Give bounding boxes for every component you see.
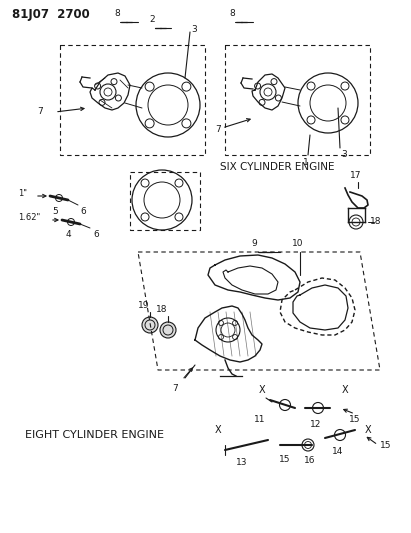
Text: 17: 17 — [350, 171, 362, 180]
Text: 10: 10 — [292, 239, 304, 248]
Text: 3: 3 — [341, 150, 347, 159]
Text: 2: 2 — [149, 15, 155, 24]
Text: X: X — [342, 385, 348, 395]
Text: 3: 3 — [191, 26, 197, 35]
Text: 6: 6 — [93, 230, 99, 239]
Text: 4: 4 — [65, 230, 71, 239]
Text: X: X — [259, 385, 266, 395]
Text: 7: 7 — [215, 125, 221, 134]
Text: 12: 12 — [310, 420, 322, 429]
Text: 13: 13 — [236, 458, 248, 467]
Text: 6: 6 — [80, 207, 86, 216]
Text: 1": 1" — [18, 190, 27, 198]
Text: 5: 5 — [52, 207, 58, 216]
Text: 81J07  2700: 81J07 2700 — [12, 8, 90, 21]
Text: 15: 15 — [349, 415, 361, 424]
Text: 8: 8 — [229, 9, 235, 18]
Text: 15: 15 — [380, 440, 392, 449]
Circle shape — [160, 322, 176, 338]
Text: 9: 9 — [251, 239, 257, 248]
Text: 16: 16 — [304, 456, 316, 465]
Text: 19: 19 — [138, 301, 150, 310]
Text: 7: 7 — [172, 384, 178, 393]
Text: 18: 18 — [156, 305, 168, 314]
Circle shape — [142, 317, 158, 333]
Text: 14: 14 — [332, 447, 344, 456]
Text: SIX CYLINDER ENGINE: SIX CYLINDER ENGINE — [220, 162, 335, 172]
Text: EIGHT CYLINDER ENGINE: EIGHT CYLINDER ENGINE — [25, 430, 164, 440]
Text: 15: 15 — [279, 455, 291, 464]
Text: 1.62": 1.62" — [18, 214, 40, 222]
Text: 11: 11 — [254, 415, 266, 424]
Text: 8: 8 — [114, 9, 120, 18]
Text: X: X — [215, 425, 221, 435]
Text: 7: 7 — [37, 108, 43, 117]
Text: X: X — [365, 425, 371, 435]
Text: 1: 1 — [303, 158, 309, 167]
Text: 18: 18 — [370, 217, 381, 227]
